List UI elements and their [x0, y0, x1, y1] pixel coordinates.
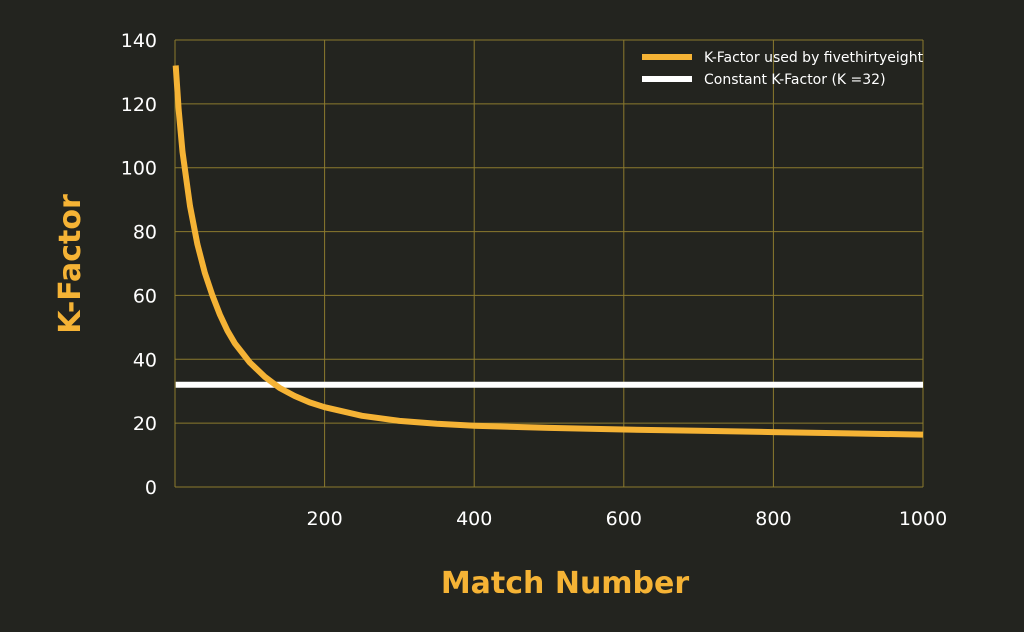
y-tick-label: 20: [133, 413, 157, 435]
x-tick-label: 400: [456, 508, 492, 530]
y-tick-label: 100: [121, 158, 157, 180]
series-line-1: [172, 65, 924, 438]
y-tick-label: 60: [133, 285, 157, 307]
x-tick-label: 200: [306, 508, 342, 530]
series-layer: [172, 65, 924, 438]
y-tick-label: 120: [121, 94, 157, 116]
x-axis-title: Match Number: [441, 566, 690, 601]
x-axis-ticks: 200 400 600 800 1000: [306, 508, 947, 530]
grid: [174, 39, 924, 488]
x-tick-label: 1000: [899, 508, 947, 530]
y-tick-label: 40: [133, 349, 157, 371]
legend-label: K-Factor used by fivethirtyeight: [704, 50, 924, 66]
y-tick-label: 140: [121, 30, 157, 52]
legend: K-Factor used by fivethirtyeight Constant…: [642, 50, 924, 88]
y-tick-label: 0: [145, 477, 157, 499]
y-tick-label: 80: [133, 222, 157, 244]
y-axis-title: K-Factor: [53, 194, 88, 334]
x-tick-label: 600: [606, 508, 642, 530]
legend-label: Constant K-Factor (K =32): [704, 72, 886, 88]
y-axis-ticks: 0 20 40 60 80 100 120 140: [121, 30, 157, 499]
x-tick-label: 800: [755, 508, 791, 530]
